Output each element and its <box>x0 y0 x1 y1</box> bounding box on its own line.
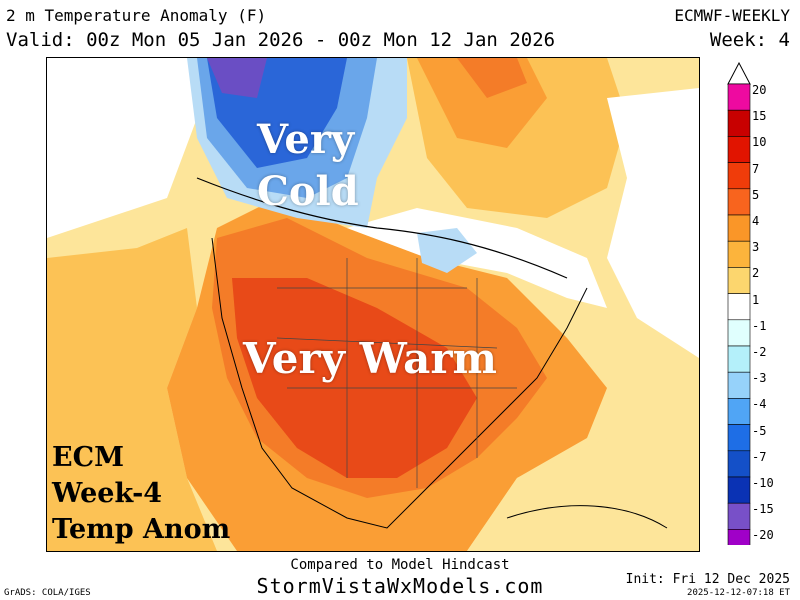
colorbar-swatch <box>727 424 751 452</box>
very-cold-line1: Very <box>257 116 355 163</box>
colorbar-label: 3 <box>752 240 760 255</box>
caribbean-outline <box>506 505 668 529</box>
colorbar-label: -1 <box>752 318 767 333</box>
colorbar-swatch <box>727 109 751 137</box>
colorbar-swatch <box>727 371 751 399</box>
valid-period: Valid: 00z Mon 05 Jan 2026 - 00z Mon 12 … <box>6 29 556 51</box>
footer-init: Init: Fri 12 Dec 2025 <box>625 572 790 587</box>
border-us-canada <box>196 177 568 279</box>
colorbar-swatches <box>727 62 751 545</box>
colorbar-swatch <box>727 214 751 242</box>
colorbar-label: -10 <box>752 476 774 490</box>
colorbar-label: 7 <box>752 161 760 176</box>
colorbar-label: -5 <box>752 423 767 438</box>
field-warm-northeast <box>457 58 527 98</box>
field-cool-lakes <box>417 228 477 273</box>
colorbar-swatch <box>727 188 751 216</box>
ecm-line1: ECM <box>52 442 124 473</box>
colorbar-label: 1 <box>752 292 760 307</box>
colorbar-swatch <box>727 398 751 425</box>
colorbar-swatch <box>727 293 751 321</box>
colorbar-label: -3 <box>752 371 767 386</box>
footer-grads: GrADS: COLA/IGES <box>4 588 91 598</box>
ecm-line2: Week-4 <box>52 478 163 509</box>
model-name: ECMWF-WEEKLY <box>674 6 790 25</box>
coastline-outline <box>211 237 588 529</box>
colorbar-label: 10 <box>752 135 767 150</box>
week-label: Week: 4 <box>709 29 790 51</box>
colorbar-label: 4 <box>752 214 760 228</box>
field-white-atlantic <box>607 88 699 358</box>
colorbar-swatch <box>727 319 751 347</box>
ecm-line3: Temp Anom <box>52 514 231 545</box>
field-mild-west <box>47 228 217 551</box>
colorbar-label: 2 <box>752 266 760 281</box>
colorbar-swatch <box>727 267 751 294</box>
colorbar-swatch <box>727 529 751 545</box>
very-cold-label: Very Cold <box>257 114 359 218</box>
state-lines <box>276 258 517 488</box>
footer-site: StormVistaWxModels.com <box>256 574 544 598</box>
colorbar-swatch <box>727 83 751 111</box>
anomaly-field <box>47 58 699 551</box>
very-warm-label: Very Warm <box>243 334 497 383</box>
map-title: 2 m Temperature Anomaly (F) <box>6 6 267 25</box>
footer-timestamp: 2025-12-12-07:18 ET <box>687 588 790 598</box>
colorbar-label: 20 <box>752 83 767 97</box>
colorbar-swatch <box>727 136 751 163</box>
colorbar-label: 15 <box>752 109 767 124</box>
colorbar-swatch <box>727 240 751 268</box>
field-white-north <box>347 208 607 308</box>
colorbar-swatch <box>727 502 751 530</box>
footer-compared: Compared to Model Hindcast <box>290 557 510 573</box>
colorbar-top-arrow <box>727 62 751 85</box>
colorbar-label: -15 <box>752 502 774 517</box>
ecm-week4-label: ECM Week-4 Temp Anom <box>52 440 230 548</box>
colorbar-swatch <box>727 476 751 504</box>
colorbar-label: -20 <box>752 528 774 543</box>
colorbar-label: -7 <box>752 449 767 464</box>
colorbar-label: -2 <box>752 345 767 359</box>
colorbar-swatch <box>727 450 751 478</box>
field-white-northwest <box>47 58 197 238</box>
colorbar-swatch <box>727 162 751 190</box>
colorbar-swatch <box>727 345 751 373</box>
colorbar <box>727 62 751 545</box>
field-very-warm <box>232 278 477 478</box>
colorbar-label: 5 <box>752 187 760 202</box>
colorbar-label: -4 <box>752 397 767 412</box>
anomaly-map: Very Cold <box>46 57 700 552</box>
field-coldest <box>207 58 267 98</box>
very-cold-line2: Cold <box>257 168 359 215</box>
